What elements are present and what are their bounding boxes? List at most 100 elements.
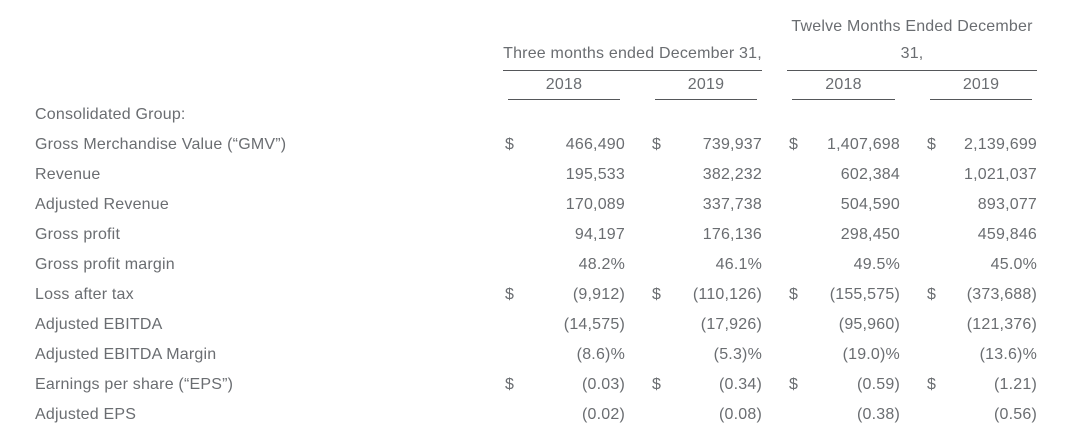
value-cell: (110,126)	[692, 286, 762, 303]
column-gap	[762, 190, 787, 220]
value-cell: 195,533	[565, 166, 625, 183]
column-gap	[762, 370, 787, 400]
column-gap	[625, 190, 650, 220]
currency-symbol	[925, 100, 945, 130]
currency-symbol	[503, 100, 523, 130]
currency-symbol	[503, 190, 523, 220]
year-header-12mo-2019: 2019	[925, 70, 1037, 100]
row-tail	[1037, 160, 1080, 190]
currency-symbol	[787, 340, 807, 370]
currency-symbol: $	[789, 286, 799, 303]
row-tail	[1037, 100, 1080, 130]
row-tail	[1037, 400, 1080, 430]
row-label: Earnings per share (“EPS”)	[35, 376, 234, 393]
period-header-row-1: Twelve Months Ended December	[0, 8, 1080, 38]
value-cell	[670, 100, 762, 130]
year-header-12mo-2018: 2018	[787, 70, 900, 100]
value-cell: 94,197	[574, 226, 625, 243]
column-gap	[625, 400, 650, 430]
row-label: Revenue	[35, 166, 101, 183]
column-gap	[762, 280, 787, 310]
row-tail	[1037, 370, 1080, 400]
currency-symbol	[787, 100, 807, 130]
currency-symbol	[787, 190, 807, 220]
value-cell: 739,937	[702, 136, 762, 153]
currency-symbol	[650, 250, 670, 280]
table-header: Twelve Months Ended December Three month…	[0, 8, 1080, 100]
three-months-header-line2: Three months ended December 31,	[503, 38, 762, 71]
currency-symbol	[650, 310, 670, 340]
value-cell: (155,575)	[829, 286, 900, 303]
currency-symbol	[650, 400, 670, 430]
value-cell: 48.2%	[578, 256, 625, 273]
table-row: Adjusted EPS (0.02) (0.08) (0.38) (0.56)	[0, 400, 1080, 430]
currency-symbol	[650, 340, 670, 370]
row-label: Loss after tax	[35, 286, 134, 303]
row-label: Gross profit margin	[35, 256, 175, 273]
currency-symbol	[925, 400, 945, 430]
currency-symbol	[503, 250, 523, 280]
currency-symbol: $	[927, 136, 937, 153]
value-cell: (0.38)	[857, 406, 900, 423]
table-row: Revenue 195,533 382,232 602,384 1,021,037	[0, 160, 1080, 190]
column-gap	[625, 220, 650, 250]
column-gap	[762, 250, 787, 280]
currency-symbol: $	[789, 136, 799, 153]
row-tail	[1037, 190, 1080, 220]
column-gap	[900, 100, 925, 130]
row-tail	[1037, 340, 1080, 370]
value-cell	[523, 100, 625, 130]
column-gap	[625, 100, 650, 130]
value-cell: 176,136	[702, 226, 762, 243]
value-cell: (0.08)	[719, 406, 762, 423]
column-gap	[900, 130, 925, 160]
currency-symbol	[925, 340, 945, 370]
table-row: Consolidated Group:	[0, 100, 1080, 130]
column-gap	[900, 220, 925, 250]
value-cell: (9,912)	[572, 286, 625, 303]
table-row: Adjusted EBITDA (14,575) (17,926) (95,960) (…	[0, 310, 1080, 340]
twelve-months-header-line1: Twelve Months Ended December	[791, 18, 1033, 35]
value-cell: (8.6)%	[576, 346, 625, 363]
value-cell: 1,407,698	[827, 136, 900, 153]
column-gap	[762, 100, 787, 130]
value-cell: (14,575)	[563, 316, 625, 333]
currency-symbol	[503, 220, 523, 250]
row-tail	[1037, 310, 1080, 340]
currency-symbol	[650, 160, 670, 190]
row-label: Gross profit	[35, 226, 121, 243]
currency-symbol	[925, 310, 945, 340]
column-gap	[762, 400, 787, 430]
currency-symbol: $	[652, 376, 662, 393]
currency-symbol: $	[927, 376, 937, 393]
table-row: Loss after tax $ (9,912) $ (110,126) $ (155,57…	[0, 280, 1080, 310]
column-gap	[625, 130, 650, 160]
row-label: Adjusted EPS	[35, 406, 137, 423]
year-header-label: 2018	[508, 76, 620, 100]
table-row: Adjusted Revenue 170,089 337,738 504,590 893…	[0, 190, 1080, 220]
column-gap	[900, 160, 925, 190]
currency-symbol	[503, 340, 523, 370]
financial-highlights-table: Twelve Months Ended December Three month…	[0, 8, 1080, 430]
value-cell: 170,089	[565, 196, 625, 213]
value-cell: 45.0%	[990, 256, 1038, 273]
table-row: Earnings per share (“EPS”) $ (0.03) $ (0.34)…	[0, 370, 1080, 400]
currency-symbol	[503, 160, 523, 190]
value-cell: (121,376)	[966, 316, 1038, 333]
column-gap	[762, 220, 787, 250]
year-header-label: 2019	[930, 76, 1033, 100]
column-gap	[762, 160, 787, 190]
currency-symbol	[650, 100, 670, 130]
value-cell: (0.02)	[582, 406, 625, 423]
currency-symbol	[650, 190, 670, 220]
value-cell: (95,960)	[838, 316, 900, 333]
currency-symbol: $	[505, 286, 515, 303]
value-cell: 504,590	[840, 196, 900, 213]
currency-symbol	[925, 190, 945, 220]
value-cell: 466,490	[565, 136, 625, 153]
column-gap	[900, 280, 925, 310]
value-cell	[945, 100, 1037, 130]
currency-symbol	[787, 310, 807, 340]
table-row: Gross profit 94,197 176,136 298,450 459,846	[0, 220, 1080, 250]
row-tail	[1037, 250, 1080, 280]
